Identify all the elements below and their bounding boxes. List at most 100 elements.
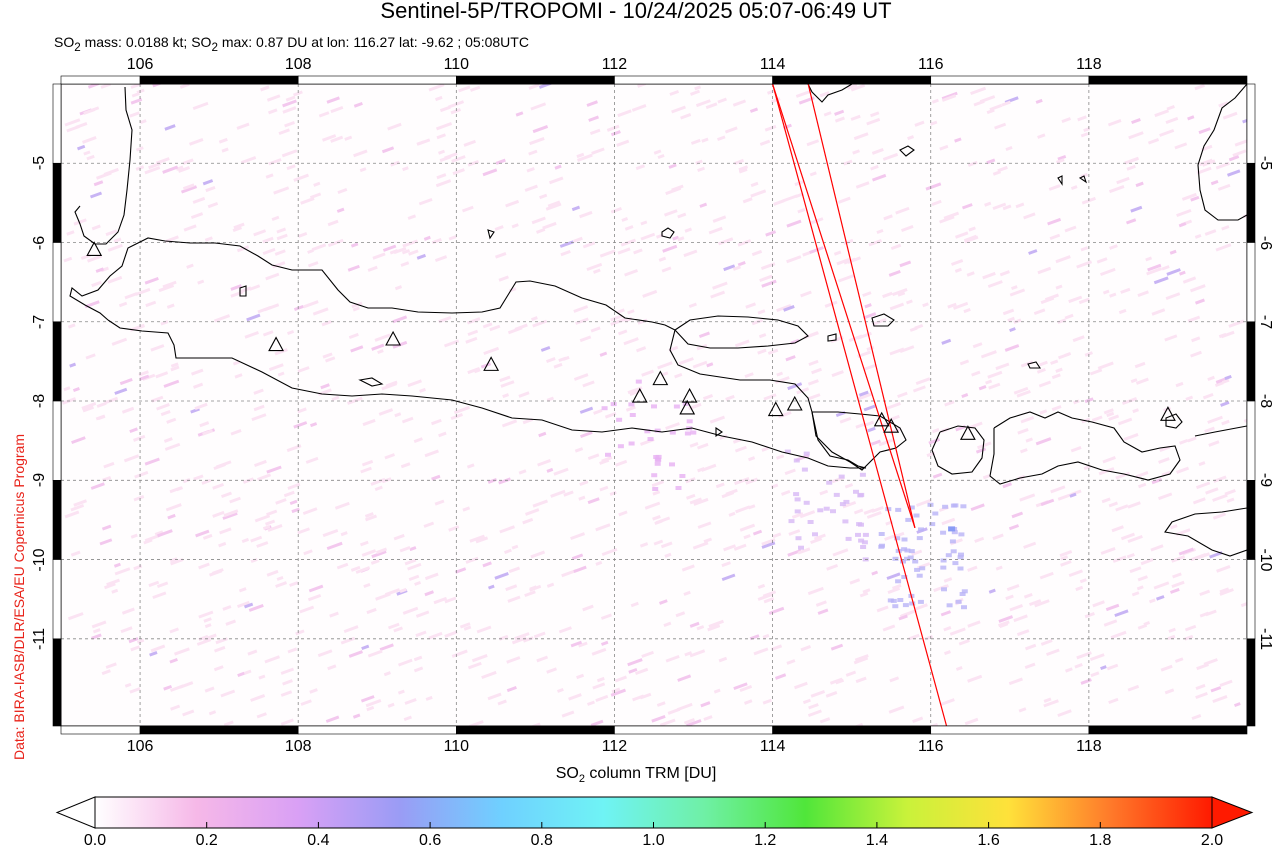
so2-pixel	[287, 482, 301, 490]
so2-pixel	[1201, 144, 1213, 152]
so2-pixel	[748, 456, 756, 462]
so2-pixel	[401, 416, 414, 424]
so2-pixel	[326, 541, 343, 551]
so2-pixel	[121, 607, 135, 615]
so2-pixel	[413, 655, 423, 662]
so2-pixel	[1109, 292, 1117, 298]
so2-pixel	[100, 266, 109, 273]
so2-pixel	[915, 377, 931, 386]
so2-pixel	[1128, 131, 1144, 140]
so2-pixel	[152, 84, 166, 88]
so2-pixel	[167, 513, 176, 520]
so2-pixel	[237, 671, 245, 678]
so2-pixel	[500, 380, 515, 388]
so2-pixel	[309, 688, 318, 694]
so2-pixel	[657, 361, 673, 370]
so2-pixel	[1196, 166, 1212, 175]
so2-pixel	[1089, 368, 1103, 376]
so2-pixel	[1178, 222, 1187, 228]
so2-pixel	[762, 590, 777, 598]
so2-pixel	[271, 215, 280, 222]
so2-pixel	[1127, 501, 1141, 509]
so2-pixel	[690, 138, 701, 145]
so2-pixel	[334, 501, 350, 510]
so2-pixel	[392, 315, 408, 324]
so2-pixel	[794, 509, 801, 514]
so2-pixel	[892, 287, 908, 297]
so2-pixel	[751, 249, 763, 257]
so2-pixel	[712, 281, 728, 290]
so2-pixel	[625, 405, 636, 412]
so2-pixel	[889, 302, 905, 311]
so2-pixel	[1210, 179, 1219, 186]
so2-pixel	[774, 376, 790, 384]
so2-pixel	[912, 385, 926, 393]
so2-pixel	[329, 611, 339, 618]
so2-pixel	[463, 139, 476, 147]
so2-pixel	[83, 150, 91, 156]
so2-pixel	[1136, 585, 1144, 591]
so2-pixel	[651, 404, 657, 409]
axis-border-segment	[52, 83, 62, 164]
coast-sumatra-tip	[74, 86, 133, 245]
so2-pixel	[107, 243, 123, 252]
so2-pixel	[635, 379, 642, 384]
so2-pixel	[807, 709, 822, 718]
so2-pixel	[202, 533, 213, 540]
so2-pixel	[718, 656, 728, 663]
so2-pixel	[660, 541, 673, 549]
so2-pixel	[343, 625, 359, 634]
so2-pixel	[787, 382, 803, 391]
so2-pixel	[1039, 409, 1048, 415]
so2-pixel	[1051, 373, 1061, 380]
so2-pixel	[244, 602, 254, 609]
so2-pixel	[940, 610, 952, 617]
so2-pixel	[614, 675, 628, 683]
so2-pixel	[959, 592, 966, 596]
so2-pixel	[130, 84, 143, 89]
so2-pixel	[467, 367, 481, 375]
so2-pixel	[1004, 344, 1020, 352]
axis-border-segment	[1246, 638, 1256, 727]
so2-pixel	[1005, 145, 1013, 152]
so2-pixel	[165, 503, 182, 512]
so2-pixel	[138, 370, 149, 377]
so2-pixel	[154, 530, 164, 536]
so2-pixel	[1156, 595, 1165, 601]
so2-pixel	[1151, 477, 1163, 485]
so2-pixel	[360, 695, 375, 703]
so2-pixel	[198, 610, 214, 619]
so2-pixel	[310, 422, 318, 428]
so2-pixel	[742, 197, 753, 204]
so2-pixel	[170, 365, 180, 372]
so2-pixel	[593, 408, 603, 415]
so2-pixel	[284, 121, 295, 128]
lat-tick-label-left: -6	[31, 235, 48, 250]
so2-pixel	[163, 684, 173, 691]
so2-pixel	[707, 624, 721, 632]
so2-pixel	[859, 591, 869, 598]
so2-pixel	[667, 707, 681, 715]
so2-pixel	[759, 274, 773, 283]
plot-title: Sentinel-5P/TROPOMI - 10/24/2025 05:07-0…	[380, 0, 892, 23]
so2-pixel	[204, 686, 215, 693]
so2-pixel	[286, 164, 296, 171]
so2-pixel	[535, 227, 546, 234]
so2-pixel	[943, 626, 952, 632]
so2-pixel	[256, 712, 267, 719]
so2-pixel	[311, 243, 327, 252]
so2-pixel	[444, 596, 457, 604]
so2-pixel	[361, 549, 377, 557]
so2-pixel	[276, 575, 284, 581]
so2-pixel	[750, 189, 767, 198]
so2-pixel	[232, 226, 242, 233]
so2-pixel	[1234, 702, 1241, 708]
so2-pixel	[871, 505, 884, 513]
so2-pixel	[423, 235, 431, 241]
so2-pixel	[435, 179, 452, 188]
so2-pixel	[140, 119, 147, 125]
so2-pixel	[152, 591, 167, 600]
so2-pixel	[522, 517, 534, 525]
so2-pixel	[283, 490, 295, 498]
so2-pixel	[884, 533, 898, 541]
